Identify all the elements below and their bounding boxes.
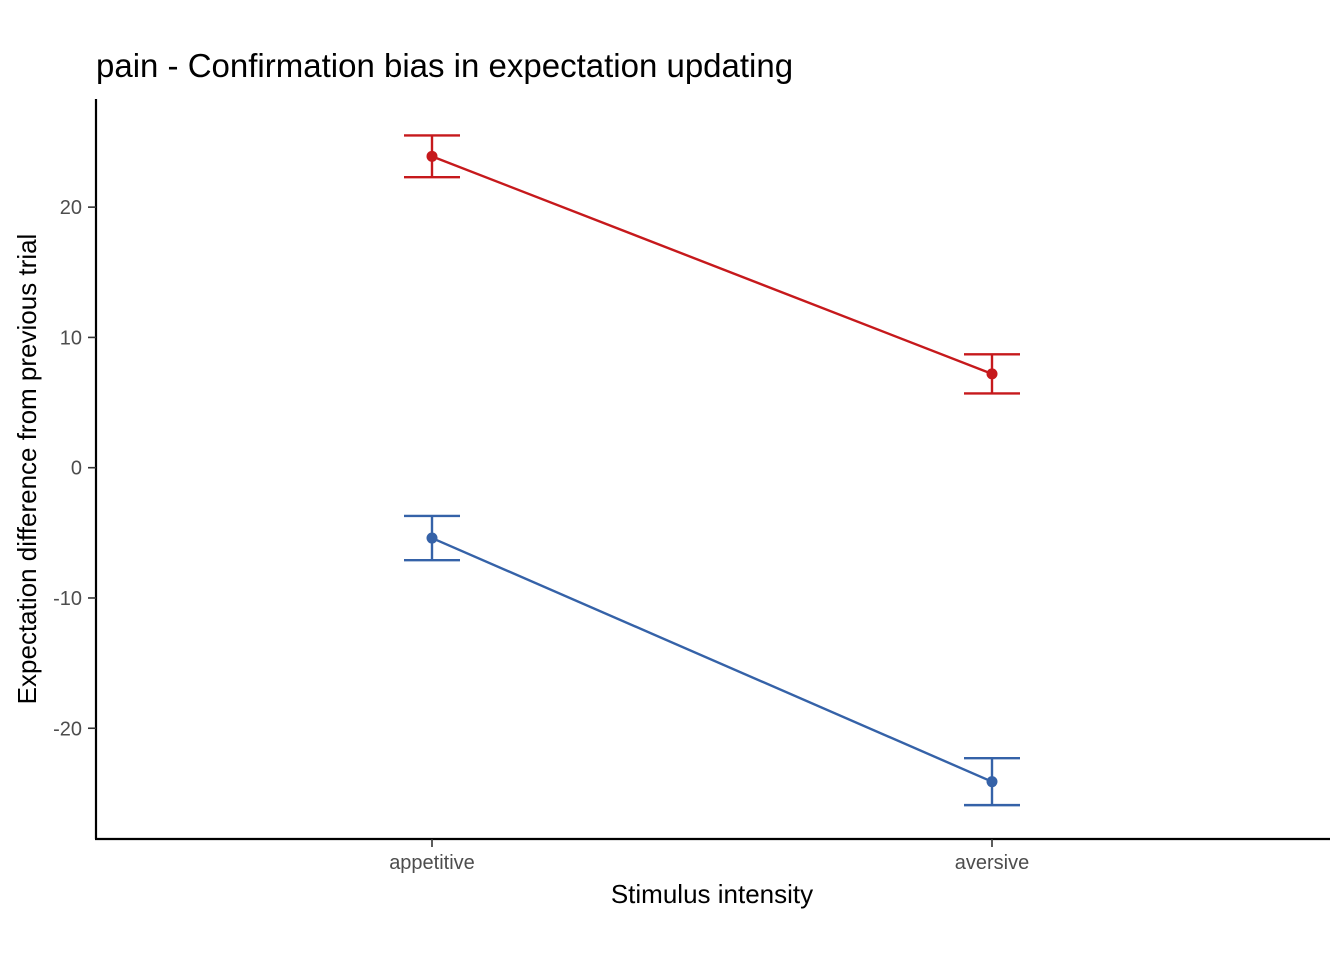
y-tick-label: -10 [53, 588, 82, 610]
data-point [426, 532, 438, 544]
x-tick-label: aversive [955, 852, 1029, 874]
y-tick-label: -20 [53, 718, 82, 740]
series-2 [404, 514, 1020, 807]
series-line [431, 155, 993, 376]
y-tick-label: 20 [60, 197, 82, 219]
series-line [431, 536, 993, 783]
data-point [426, 150, 438, 162]
data-point [986, 776, 998, 788]
y-ticks: -20 -10 0 10 20 [53, 197, 96, 740]
y-axis-title: Expectation difference from previous tri… [12, 234, 42, 705]
x-tick-label: appetitive [389, 852, 475, 874]
chart-title: pain - Confirmation bias in expectation … [96, 47, 793, 84]
data-point [986, 368, 998, 380]
x-axis-title: Stimulus intensity [611, 879, 813, 909]
y-tick-label: 0 [71, 458, 82, 480]
plot-area: -20 -10 0 10 20 appetitive aversive [53, 99, 1330, 874]
series-1 [404, 134, 1020, 395]
series-layer [404, 134, 1020, 807]
x-ticks: appetitive aversive [389, 839, 1029, 874]
y-tick-label: 10 [60, 327, 82, 349]
